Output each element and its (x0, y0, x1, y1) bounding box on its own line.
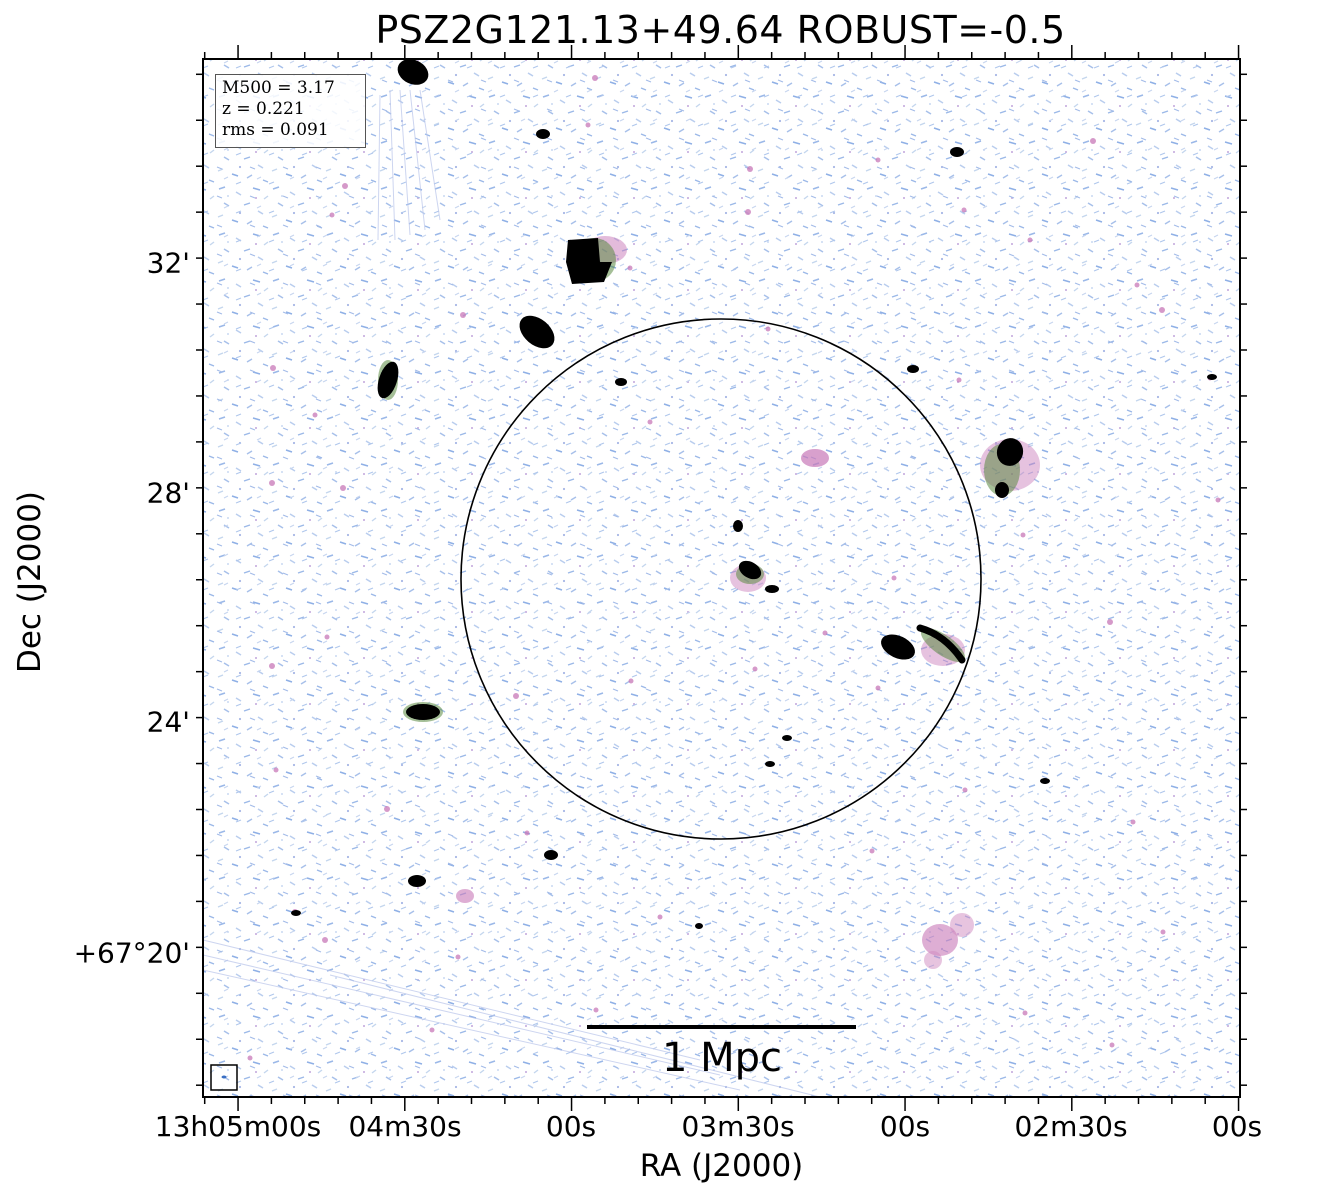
image-panel (202, 58, 1241, 1098)
redshift-text: z = 0.221 (222, 99, 305, 119)
r500-circle (460, 318, 982, 840)
x-tick-label: 03m30s (681, 1110, 795, 1143)
rms-text: rms = 0.091 (222, 120, 329, 140)
x-tick-label: 00s (1211, 1110, 1263, 1143)
plot-title: PSZ2G121.13+49.64 ROBUST=-0.5 (375, 8, 1066, 52)
y-tick-label: 28' (146, 476, 190, 510)
m500-text: M500 = 3.17 (222, 78, 335, 98)
beam-box (210, 1064, 238, 1091)
jet-tail (916, 624, 966, 664)
x-tick-label: 00s (879, 1110, 931, 1143)
y-tick-label: 24' (146, 705, 190, 739)
x-tick-label: 02m30s (1014, 1110, 1128, 1143)
axis-ticks (196, 45, 1247, 1111)
scale-bar-label: 1 Mpc (661, 1035, 783, 1081)
artefact-streaks (202, 89, 821, 1098)
y-axis-label: Dec (J2000) (12, 490, 48, 674)
axes-frame (202, 58, 1241, 1098)
x-tick-label: 13h05m00s (154, 1110, 322, 1143)
x-axis-label: RA (J2000) (639, 1148, 804, 1184)
y-tick-label: +67°20' (73, 936, 190, 970)
info-box: M500 = 3.17 z = 0.221 rms = 0.091 (215, 74, 366, 148)
x-tick-label: 04m30s (348, 1110, 462, 1143)
x-tick-label: 00s (545, 1110, 597, 1143)
y-tick-label: 32' (146, 246, 190, 280)
beam-ellipse (221, 1075, 227, 1079)
bright-sources (291, 59, 1217, 929)
